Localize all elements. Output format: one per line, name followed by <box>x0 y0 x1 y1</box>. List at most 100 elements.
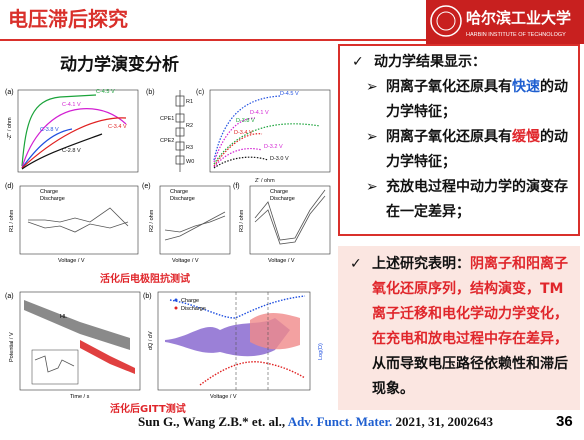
lead: 上述研究表明： <box>372 256 470 272</box>
findings-box: ✓ 动力学结果显示： ➢ 阴离子氧化还原具有快速的动力学特征； ➢ 阴离子氧化还原具有… <box>338 44 580 236</box>
axes-frame <box>209 89 331 173</box>
curve <box>213 133 263 167</box>
y-axis-label: Potential / V <box>9 332 15 362</box>
curve <box>28 207 129 227</box>
series-label: D-3.2 V <box>264 144 283 150</box>
highlight: 缓慢 <box>512 129 540 145</box>
panel-label: (d) <box>5 183 14 190</box>
inset-curve <box>34 355 75 373</box>
y2-axis-label: Log(D) <box>318 343 324 360</box>
conclusion: ✓ 上述研究表明：阴离子和阳离子氧化还原序列，结构演变，TM离子迁移和电化学动力学… <box>350 256 568 397</box>
element <box>175 113 185 123</box>
series-label: D-3.0 V <box>270 156 289 162</box>
details: 2021, 31, 2002643 <box>395 414 494 429</box>
tail: 从而导致电压路径依赖性和滞后现象。 <box>372 356 568 397</box>
bullet: ➢ 阴离子氧化还原具有快速的动力学特征； <box>366 79 568 120</box>
curve <box>213 123 321 165</box>
series-label: C-3.8 V <box>40 127 59 133</box>
highlight: 阴离子和阳离子氧化还原序列，结构演变，TM离子迁移和电化学动力学变化，在充电和放… <box>372 256 568 347</box>
circuit-label: R2 <box>186 123 193 129</box>
legend-entry: Discharge <box>181 306 206 312</box>
legend-entry: Charge <box>40 189 58 195</box>
panel-resistance-3: (f) R3 / ohm Voltage / V Charge Discharg… <box>233 183 331 264</box>
panel-label: (f) <box>233 183 240 190</box>
inset <box>31 349 79 385</box>
panel-label: (c) <box>196 89 204 96</box>
x-axis-label: Time / s <box>70 394 90 400</box>
bullet-text: 阴离子氧化还原具有 <box>386 79 512 95</box>
heading-row: ✓ 动力学结果显示： <box>352 54 486 70</box>
panel-label: (e) <box>142 183 151 190</box>
axes-frame <box>19 291 141 391</box>
element <box>175 141 185 151</box>
curve <box>21 94 97 167</box>
curve <box>213 117 256 163</box>
x-axis-label: Voltage / V <box>210 394 237 400</box>
panel-gitt: (a) Potential / V Time / s HL <box>5 291 141 400</box>
bullet: ➢ 充放电过程中动力学的演变存在一定差异； <box>366 179 568 220</box>
panel-label: (b) <box>143 293 152 300</box>
y-axis-label: -Z'' / ohm <box>7 117 13 140</box>
curve <box>254 189 326 241</box>
logo-text: 哈尔滨工业大学 <box>466 9 571 27</box>
charge-band <box>24 300 130 350</box>
curve <box>21 128 73 169</box>
logo-emblem <box>430 5 462 37</box>
legend-entry: Charge <box>181 298 199 304</box>
panel-label: (a) <box>5 89 14 96</box>
figure-caption: 活化后电极阻抗测试 <box>100 272 190 285</box>
x-axis-label: Z' / ohm <box>255 178 275 184</box>
conclusion-box: ✓ 上述研究表明：阴离子和阳离子氧化还原序列，结构演变，TM离子迁移和电化学动力学… <box>338 246 580 410</box>
series-label: C-3.4 V <box>108 124 127 130</box>
curve <box>213 95 281 161</box>
panel-label: (b) <box>146 89 155 96</box>
curve <box>254 195 326 245</box>
discharge-band <box>80 340 135 374</box>
element <box>175 127 185 137</box>
curve <box>164 211 226 241</box>
figure-title: 动力学演变分析 <box>60 54 179 75</box>
legend-entry: Discharge <box>40 196 65 202</box>
legend-entry: Discharge <box>170 196 195 202</box>
logo-subtext: HARBIN INSTITUTE OF TECHNOLOGY <box>466 32 566 38</box>
series-label: D-3.8 V <box>236 118 255 124</box>
axes-frame <box>19 185 139 255</box>
x-axis-label: Voltage / V <box>58 258 85 264</box>
circuit-label: CPE2 <box>160 138 174 144</box>
axes-frame <box>157 291 311 391</box>
curve <box>21 133 103 170</box>
circuit-label: R1 <box>186 99 193 105</box>
logo-emblem-inner <box>436 11 456 31</box>
panel-dqdv: (b) dQ / dV Log(D) Voltage / V Charge Di… <box>143 291 324 400</box>
axes-frame <box>17 89 139 173</box>
y-axis-label: R1 / ohm <box>9 209 15 232</box>
curve <box>213 156 269 169</box>
diffusion-charge <box>169 295 306 319</box>
series-label: C-2.8 V <box>62 148 81 154</box>
diffusion-discharge <box>199 361 306 386</box>
circuit-label: W0 <box>186 159 194 165</box>
circuit-label: R3 <box>186 145 193 151</box>
x-axis-label: Voltage / V <box>172 258 199 264</box>
figure-caption: 活化后GITT测试 <box>110 402 186 415</box>
panel-resistance-2: (e) R2 / ohm Voltage / V Charge Discharg… <box>142 183 231 264</box>
annotation: HL <box>60 314 67 320</box>
panel-circuit: (b) R1 CPE1 R2 CPE2 R3 W0 <box>146 89 194 172</box>
panel-label: (a) <box>5 293 14 300</box>
slide-title: 电压滞后探究 <box>8 7 128 31</box>
highlight: 快速 <box>512 79 540 95</box>
panel-impedance-charge: (a) -Z'' / ohm C-4.5 V C-4.1 V C-3.8 V C… <box>5 89 139 173</box>
bullet: ➢ 阴离子氧化还原具有缓慢的动力学特征； <box>366 129 568 170</box>
curve <box>27 221 129 233</box>
page-number: 36 <box>556 413 573 430</box>
legend-entry: Charge <box>270 189 288 195</box>
bullet-text: 阴离子氧化还原具有 <box>386 129 512 145</box>
circuit-label: CPE1 <box>160 116 174 122</box>
y-axis-label: R3 / ohm <box>239 209 245 232</box>
panel-impedance-discharge: (c) Z' / ohm D-4.5 V D-4.1 V D-3.8 V D-3… <box>196 89 331 184</box>
y-axis-label: dQ / dV <box>148 331 154 350</box>
series-label: D-3.4 V <box>234 130 253 136</box>
series-label: D-4.1 V <box>250 110 269 116</box>
axes-frame <box>249 185 331 255</box>
